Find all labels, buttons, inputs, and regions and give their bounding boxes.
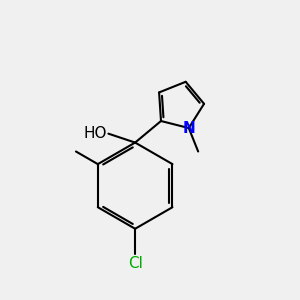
Text: Cl: Cl: [128, 256, 142, 271]
Text: HO: HO: [83, 126, 107, 141]
Text: N: N: [182, 121, 195, 136]
